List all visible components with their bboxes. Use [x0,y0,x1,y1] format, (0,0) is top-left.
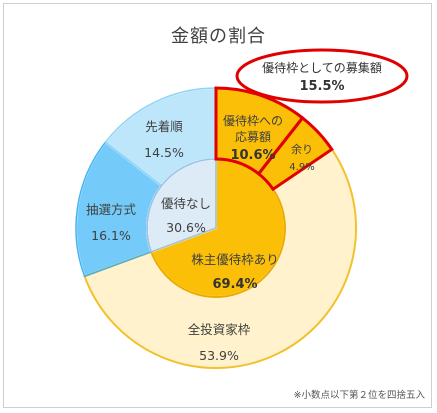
label-outer-5-name: 先着順 [145,119,183,134]
callout-label: 優待枠としての募集額 [262,60,382,75]
label-outer-3-name: 全投資家枠 [188,322,251,337]
highlight-outline-2 [256,115,334,192]
label-outer-3-value: 53.9% [199,348,239,363]
callout-ellipse [235,48,409,104]
label-outer-1-value: 10.6% [230,148,275,163]
label-outer-4-name: 抽選方式 [86,202,137,217]
label-outer-5-value: 14.5% [144,145,184,160]
inner-slice-2-border [146,158,217,253]
label-inner-1-value: 69.4% [212,277,257,292]
label-inner-1-name: 株主優待枠あり [191,252,279,267]
label-inner-2-value: 30.6% [166,220,206,235]
callout-value: 15.5% [299,79,344,94]
label-inner-2-name: 優待なし [161,196,211,211]
footnote: ※小数点以下第２位を四捨五入 [293,390,425,401]
label-outer-1-line1: 優待枠への [223,114,283,128]
label-outer-2-value: 4.9% [289,162,314,173]
label-outer-2-name: 余り [291,142,313,156]
chart-title: 金額の割合 [171,26,266,47]
label-outer-4-value: 16.1% [91,228,131,243]
label-outer-1-line2: 応募額 [235,130,271,144]
